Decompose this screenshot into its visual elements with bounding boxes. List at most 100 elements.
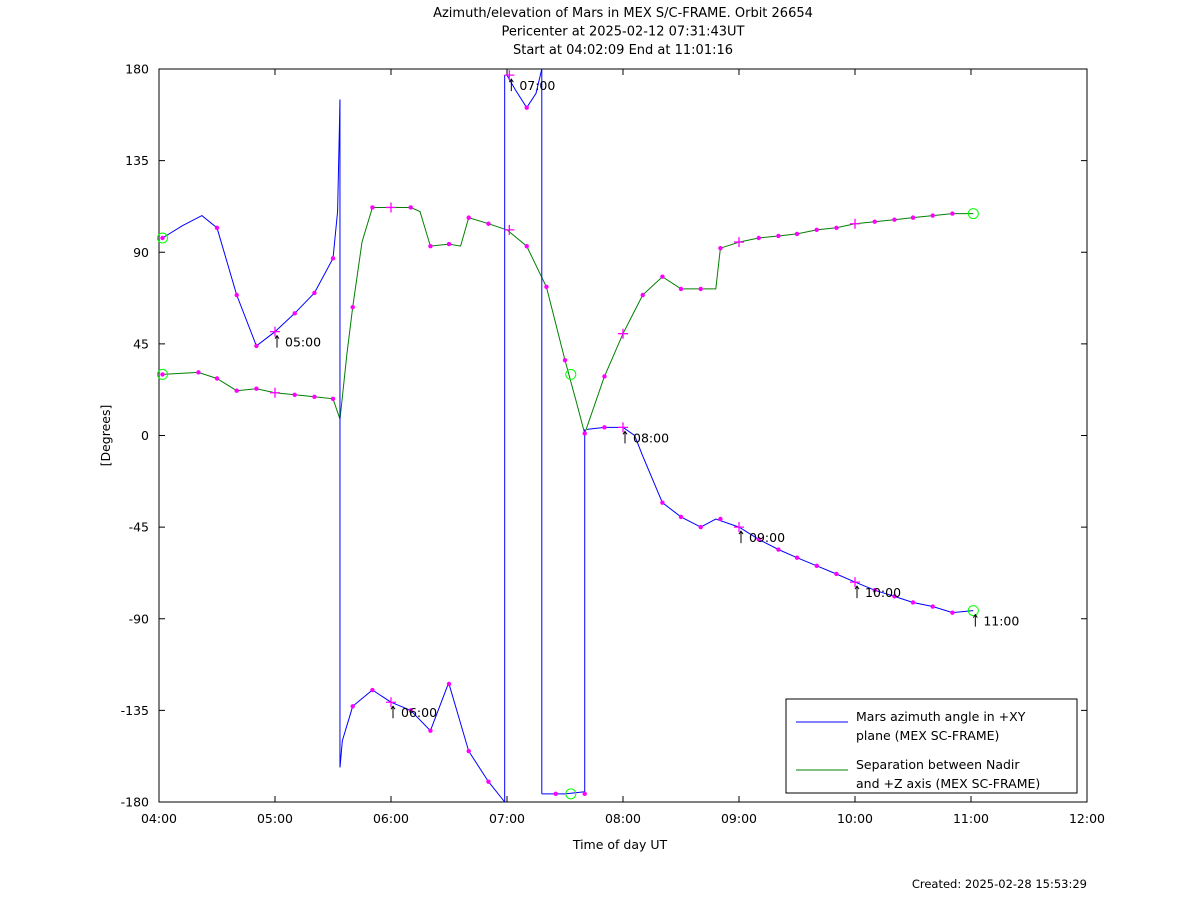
data-point-separation bbox=[814, 227, 819, 233]
data-point-separation bbox=[446, 241, 452, 247]
data-point-azimuth bbox=[214, 225, 220, 231]
y-tick-label: 90 bbox=[133, 245, 149, 260]
hour-annotation-label: 10:00 bbox=[865, 585, 901, 600]
y-tick-label: 45 bbox=[133, 336, 149, 351]
data-point-azimuth bbox=[466, 748, 471, 754]
data-point-separation bbox=[312, 394, 317, 400]
x-tick-label: 10:00 bbox=[837, 811, 873, 826]
axes: 04:00 05:00 06:00 07:00 08:00 09:00 10:00 11:00… bbox=[98, 62, 1105, 853]
hour-marker bbox=[734, 237, 744, 248]
data-point-separation bbox=[602, 374, 607, 379]
data-point-separation bbox=[214, 376, 220, 381]
data-point-separation bbox=[234, 388, 239, 393]
data-point-separation bbox=[640, 292, 645, 298]
data-point-azimuth bbox=[814, 563, 819, 569]
data-point-azimuth bbox=[234, 292, 239, 298]
series-line-azimuth bbox=[541, 791, 585, 795]
data-point-separation bbox=[408, 205, 413, 210]
hour-annotation-label: 07:00 bbox=[519, 78, 555, 93]
data-point-separation bbox=[718, 245, 723, 251]
data-point-separation bbox=[254, 386, 259, 391]
legend-label-azimuth: plane (MEX SC-FRAME) bbox=[856, 728, 999, 743]
data-point-separation bbox=[350, 305, 355, 310]
legend-label-separation: and +Z axis (MEX SC-FRAME) bbox=[856, 776, 1040, 791]
data-point-azimuth bbox=[330, 256, 336, 261]
data-point-separation bbox=[466, 215, 471, 220]
plot-area: 05:00 06:00 07:00 08:00 09:00 10:00 11:00 bbox=[156, 68, 1019, 803]
data-point-separation bbox=[660, 274, 665, 279]
x-tick-label: 05:00 bbox=[257, 811, 293, 826]
data-point-azimuth bbox=[428, 728, 433, 733]
data-point-separation bbox=[678, 286, 684, 292]
data-point-azimuth bbox=[582, 791, 587, 797]
endpoint-marker bbox=[967, 208, 979, 220]
data-point-separation bbox=[834, 225, 839, 231]
endpoint-marker bbox=[565, 788, 577, 800]
hour-marker bbox=[734, 522, 744, 533]
series-line-separation bbox=[162, 207, 974, 436]
y-tick-label: 135 bbox=[125, 153, 149, 168]
data-point-azimuth bbox=[160, 235, 165, 241]
title-line-3: Start at 04:02:09 End at 11:01:16 bbox=[513, 43, 733, 58]
endpoint-marker bbox=[565, 368, 577, 380]
x-tick-label: 04:00 bbox=[141, 811, 177, 826]
data-point-separation bbox=[330, 396, 336, 402]
data-point-separation bbox=[950, 211, 955, 216]
hour-marker bbox=[386, 697, 396, 708]
data-point-azimuth bbox=[872, 588, 877, 593]
hour-marker bbox=[270, 387, 280, 398]
data-point-separation bbox=[562, 357, 568, 363]
y-tick-label: -45 bbox=[129, 520, 149, 535]
hour-annotation-label: 06:00 bbox=[401, 705, 437, 720]
data-point-separation bbox=[776, 233, 781, 239]
x-tick-label: 06:00 bbox=[373, 811, 409, 826]
series-line-azimuth bbox=[162, 99, 341, 347]
plot-frame bbox=[158, 68, 1088, 803]
data-point-separation bbox=[196, 370, 201, 375]
hour-marker bbox=[270, 326, 280, 337]
data-point-azimuth bbox=[698, 524, 703, 530]
hour-annotation-label: 09:00 bbox=[749, 530, 785, 545]
hour-marker bbox=[618, 328, 628, 339]
y-axis-label: [Degrees] bbox=[98, 405, 113, 467]
hour-marker bbox=[618, 422, 628, 433]
data-point-separation bbox=[160, 372, 165, 377]
hour-annotation-arrowhead bbox=[508, 78, 514, 83]
data-point-azimuth bbox=[370, 687, 375, 693]
y-tick-label: -180 bbox=[121, 795, 149, 810]
data-point-separation bbox=[930, 213, 935, 218]
hour-annotation-label: 11:00 bbox=[983, 614, 1019, 629]
data-point-azimuth bbox=[254, 343, 259, 349]
hour-annotation-arrowhead bbox=[738, 530, 744, 535]
data-point-separation bbox=[582, 431, 587, 436]
data-point-azimuth bbox=[794, 555, 800, 560]
x-tick-label: 12:00 bbox=[1069, 811, 1105, 826]
x-axis-label: Time of day UT bbox=[572, 837, 668, 852]
data-point-azimuth bbox=[660, 500, 665, 505]
data-point-azimuth bbox=[312, 290, 317, 296]
hour-annotation-label: 05:00 bbox=[285, 335, 321, 350]
x-tick-label: 09:00 bbox=[721, 811, 757, 826]
legend-box bbox=[785, 698, 1078, 794]
data-point-azimuth bbox=[834, 571, 839, 577]
data-point-azimuth bbox=[678, 514, 684, 520]
series-line-azimuth bbox=[339, 681, 506, 803]
data-point-azimuth bbox=[950, 610, 955, 615]
endpoint-marker bbox=[156, 232, 168, 244]
y-tick-label: -135 bbox=[121, 703, 149, 718]
data-point-separation bbox=[544, 284, 549, 290]
data-point-azimuth bbox=[292, 311, 297, 316]
hour-annotation-arrowhead bbox=[854, 585, 860, 590]
data-point-separation bbox=[292, 392, 297, 397]
x-tick-label: 11:00 bbox=[953, 811, 989, 826]
hour-annotation-label: 08:00 bbox=[633, 430, 669, 445]
data-point-azimuth bbox=[408, 708, 413, 713]
data-point-separation bbox=[698, 286, 703, 292]
data-point-separation bbox=[428, 243, 433, 249]
x-tick-label: 08:00 bbox=[605, 811, 641, 826]
data-point-separation bbox=[892, 217, 897, 222]
data-point-separation bbox=[794, 231, 800, 237]
data-point-azimuth bbox=[910, 600, 916, 605]
data-point-separation bbox=[370, 205, 375, 210]
